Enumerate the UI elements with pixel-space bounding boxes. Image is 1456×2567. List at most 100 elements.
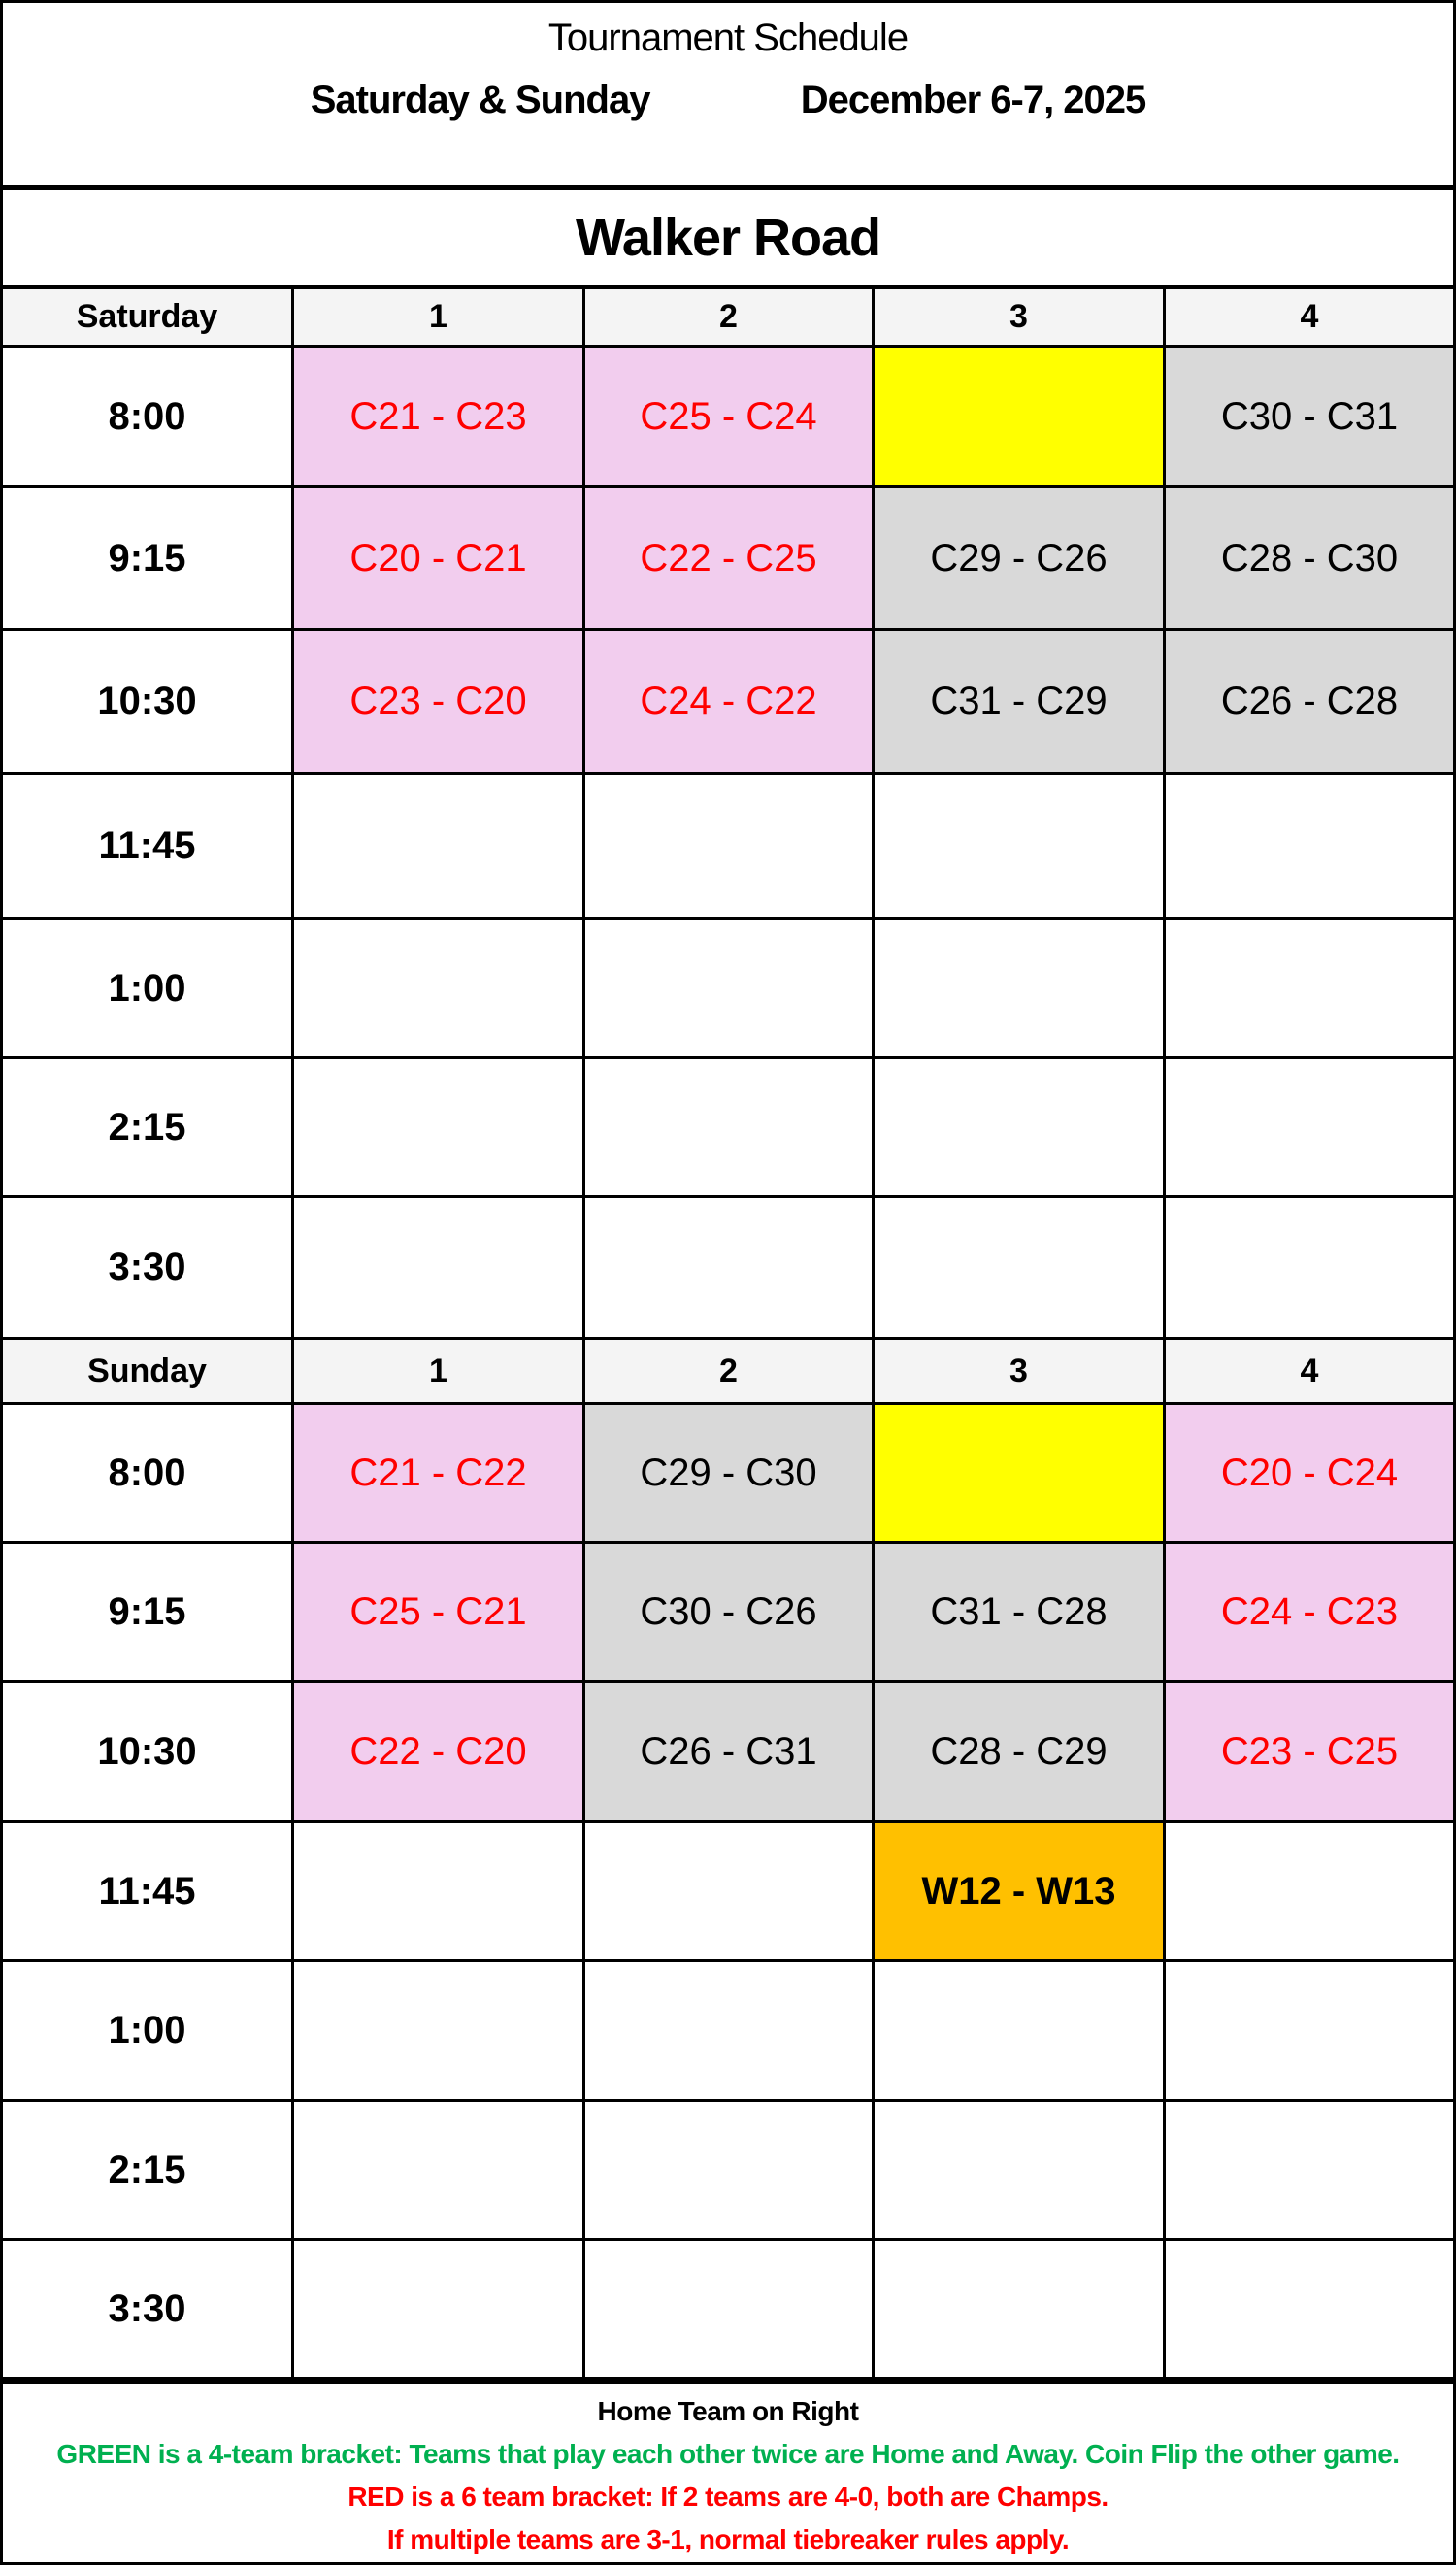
- empty-cell: [1166, 1059, 1453, 1198]
- game-cell: C20 - C24: [1166, 1405, 1453, 1544]
- game-cell: C22 - C25: [585, 488, 875, 631]
- time-label: 2:15: [3, 2102, 294, 2241]
- home-team-note: Home Team on Right: [597, 2396, 859, 2426]
- empty-cell: [585, 920, 875, 1059]
- game-cell: C22 - C20: [294, 1683, 585, 1823]
- time-label: 8:00: [3, 348, 294, 488]
- time-label: 10:30: [3, 631, 294, 775]
- time-slot-row: 2:15: [3, 2102, 1453, 2241]
- day-label: Saturday: [3, 289, 294, 348]
- empty-cell: [294, 1198, 585, 1340]
- day-label: Sunday: [3, 1340, 294, 1405]
- tiebreaker-note: If multiple teams are 3-1, normal tiebre…: [386, 2524, 1070, 2554]
- game-cell: C29 - C30: [585, 1405, 875, 1544]
- empty-cell: [585, 1962, 875, 2102]
- time-slot-row: 9:15 C20 - C21 C22 - C25 C29 - C26 C28 - C30: [3, 488, 1453, 631]
- game-cell: C23 - C20: [294, 631, 585, 775]
- time-label: 10:30: [3, 1683, 294, 1823]
- dates-label: December 6-7, 2025: [800, 79, 1147, 121]
- empty-cell: [294, 1823, 585, 1962]
- time-label: 9:15: [3, 1544, 294, 1683]
- footer-notes: Home Team on Right GREEN is a 4-team bra…: [3, 2380, 1453, 2567]
- empty-cell: [1166, 2102, 1453, 2241]
- game-cell: C31 - C28: [875, 1544, 1166, 1683]
- page-title: Tournament Schedule: [547, 17, 909, 59]
- empty-cell: [294, 2241, 585, 2380]
- field-header: 1: [294, 1340, 585, 1405]
- field-header: 2: [585, 289, 875, 348]
- game-cell: C26 - C31: [585, 1683, 875, 1823]
- game-cell: C24 - C22: [585, 631, 875, 775]
- time-label: 1:00: [3, 920, 294, 1059]
- green-bracket-note: GREEN is a 4-team bracket: Teams that pl…: [56, 2439, 1400, 2469]
- days-label: Saturday & Sunday: [310, 79, 651, 121]
- time-label: 8:00: [3, 1405, 294, 1544]
- time-label: 1:00: [3, 1962, 294, 2102]
- red-bracket-note: RED is a 6 team bracket: If 2 teams are …: [347, 2482, 1109, 2512]
- time-slot-row: 11:45 W12 - W13: [3, 1823, 1453, 1962]
- game-cell: C26 - C28: [1166, 631, 1453, 775]
- time-label: 11:45: [3, 775, 294, 920]
- empty-cell: [1166, 1823, 1453, 1962]
- time-slot-row: 2:15: [3, 1059, 1453, 1198]
- game-cell: C24 - C23: [1166, 1544, 1453, 1683]
- game-cell: C20 - C21: [294, 488, 585, 631]
- game-cell: C30 - C31: [1166, 348, 1453, 488]
- date-line: Saturday & Sunday December 6-7, 2025: [3, 79, 1453, 122]
- empty-cell: [585, 2102, 875, 2241]
- empty-cell: [294, 2102, 585, 2241]
- game-cell: C28 - C29: [875, 1683, 1166, 1823]
- game-cell: C29 - C26: [875, 488, 1166, 631]
- empty-cell: [294, 1962, 585, 2102]
- time-slot-row: 3:30: [3, 1198, 1453, 1340]
- time-label: 11:45: [3, 1823, 294, 1962]
- game-cell: C28 - C30: [1166, 488, 1453, 631]
- schedule-header: Tournament Schedule Saturday & Sunday De…: [3, 3, 1453, 190]
- empty-cell: [585, 775, 875, 920]
- empty-cell: [294, 920, 585, 1059]
- time-slot-row: 1:00: [3, 1962, 1453, 2102]
- empty-cell: [875, 775, 1166, 920]
- game-cell: C21 - C22: [294, 1405, 585, 1544]
- empty-cell: [294, 775, 585, 920]
- time-label: 9:15: [3, 488, 294, 631]
- empty-cell: [585, 1198, 875, 1340]
- empty-cell: [585, 2241, 875, 2380]
- empty-cell: [875, 920, 1166, 1059]
- field-header: 3: [875, 1340, 1166, 1405]
- empty-cell: [875, 1059, 1166, 1198]
- empty-cell: [875, 1198, 1166, 1340]
- day-header-row: Saturday 1 2 3 4: [3, 289, 1453, 348]
- empty-cell: [294, 1059, 585, 1198]
- field-header: 1: [294, 289, 585, 348]
- empty-cell: [1166, 1962, 1453, 2102]
- game-cell: C30 - C26: [585, 1544, 875, 1683]
- empty-cell: [585, 1823, 875, 1962]
- empty-cell: [875, 2241, 1166, 2380]
- empty-cell: [875, 1962, 1166, 2102]
- time-label: 2:15: [3, 1059, 294, 1198]
- game-cell: W12 - W13: [875, 1823, 1166, 1962]
- game-cell: C21 - C23: [294, 348, 585, 488]
- time-slot-row: 8:00 C21 - C23 C25 - C24 C30 - C31: [3, 348, 1453, 488]
- time-slot-row: 8:00 C21 - C22 C29 - C30 C20 - C24: [3, 1405, 1453, 1544]
- empty-cell: [1166, 775, 1453, 920]
- game-cell: C25 - C24: [585, 348, 875, 488]
- time-slot-row: 10:30 C23 - C20 C24 - C22 C31 - C29 C26 - C2…: [3, 631, 1453, 775]
- field-header: 3: [875, 289, 1166, 348]
- time-slot-row: 3:30: [3, 2241, 1453, 2380]
- game-cell: C31 - C29: [875, 631, 1166, 775]
- empty-cell: [1166, 920, 1453, 1059]
- empty-cell: [875, 348, 1166, 488]
- time-label: 3:30: [3, 1198, 294, 1340]
- time-label: 3:30: [3, 2241, 294, 2380]
- game-cell: C23 - C25: [1166, 1683, 1453, 1823]
- empty-cell: [1166, 2241, 1453, 2380]
- game-cell: C25 - C21: [294, 1544, 585, 1683]
- time-slot-row: 11:45: [3, 775, 1453, 920]
- venue-title: Walker Road: [3, 190, 1453, 290]
- time-slot-row: 1:00: [3, 920, 1453, 1059]
- empty-cell: [875, 2102, 1166, 2241]
- field-header: 4: [1166, 1340, 1453, 1405]
